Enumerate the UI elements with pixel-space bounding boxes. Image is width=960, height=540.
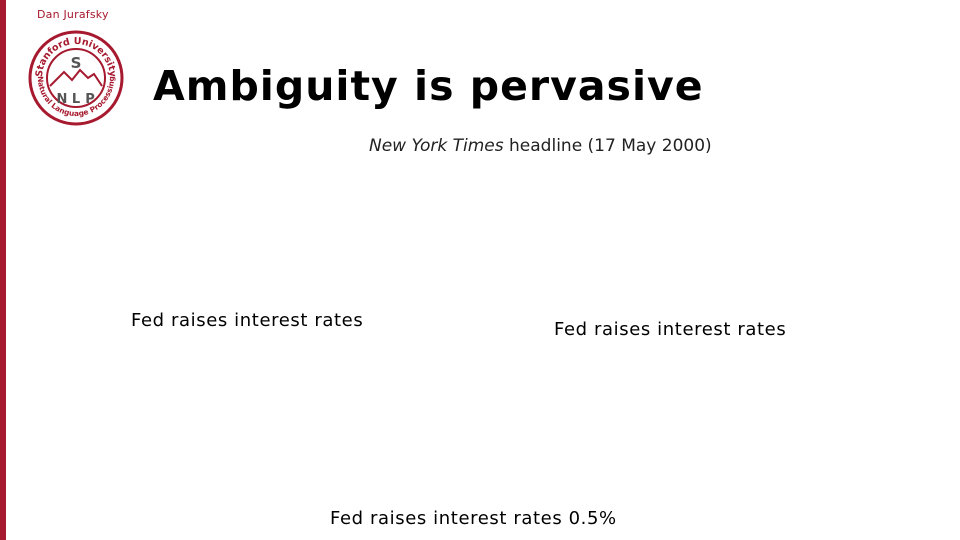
- slide-title: Ambiguity is pervasive: [153, 62, 704, 110]
- headline-variant-2: Fed raises interest rates: [554, 319, 787, 340]
- logo-mountains-icon: [49, 68, 103, 87]
- logo-letter-n: N: [57, 92, 68, 107]
- subtitle-publication: New York Times: [369, 136, 504, 156]
- logo-letter-l: L: [72, 92, 80, 107]
- subtitle: New York Times headline (17 May 2000): [369, 136, 712, 156]
- logo-letter-s: S: [71, 54, 82, 72]
- stanford-nlp-logo-icon: Stanford University Natural Language Pro…: [28, 30, 124, 126]
- headline-variant-1: Fed raises interest rates: [131, 310, 364, 331]
- subtitle-rest: headline (17 May 2000): [503, 136, 712, 156]
- author-label: Dan Jurafsky: [37, 8, 109, 21]
- logo-letter-p: P: [85, 92, 95, 107]
- headline-variant-3: Fed raises interest rates 0.5%: [330, 508, 617, 529]
- logo-inner-ring: [46, 48, 106, 108]
- left-accent-bar: [0, 0, 6, 540]
- logo-outer-ring: [28, 30, 124, 126]
